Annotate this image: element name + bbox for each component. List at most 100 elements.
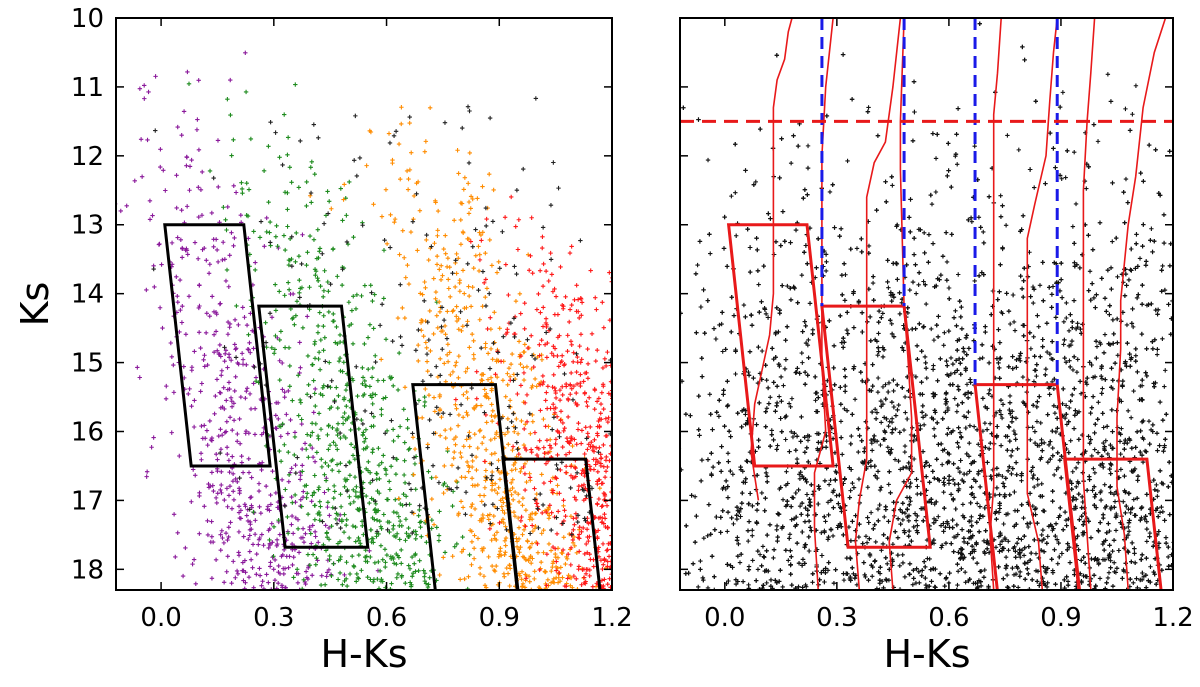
data-point — [537, 382, 543, 388]
data-point — [277, 155, 282, 160]
data-point — [215, 457, 220, 462]
data-point — [410, 571, 416, 576]
data-point — [435, 208, 441, 214]
data-point — [336, 393, 341, 399]
data-point — [515, 447, 520, 452]
data-point — [557, 397, 563, 403]
data-point — [313, 562, 319, 567]
data-point — [575, 519, 580, 525]
data-point — [394, 561, 399, 567]
data-point — [335, 421, 341, 426]
data-point — [292, 430, 298, 435]
data-point — [424, 351, 430, 357]
data-point — [236, 553, 242, 558]
data-point — [214, 500, 220, 506]
data-point — [486, 517, 491, 522]
data-point — [197, 531, 202, 536]
data-point — [397, 424, 403, 429]
data-point — [571, 350, 576, 355]
data-point — [334, 521, 340, 526]
data-point — [476, 287, 481, 293]
data-point — [282, 503, 288, 509]
data-point — [437, 433, 443, 438]
data-point — [583, 581, 588, 586]
data-point — [446, 486, 452, 492]
data-point — [412, 446, 418, 452]
data-point — [563, 464, 569, 469]
data-point — [527, 545, 532, 551]
data-point — [562, 508, 567, 513]
data-point — [592, 437, 597, 443]
data-point — [561, 428, 566, 434]
data-point — [353, 524, 358, 530]
data-point — [652, 521, 656, 525]
data-point — [518, 518, 524, 524]
data-point — [192, 398, 197, 403]
data-point — [482, 485, 488, 490]
data-point — [564, 584, 569, 589]
data-point — [616, 566, 620, 570]
data-point — [559, 550, 564, 555]
data-point — [370, 365, 375, 371]
data-point — [224, 227, 229, 233]
data-point — [499, 553, 504, 558]
data-point — [468, 239, 474, 244]
data-point — [503, 524, 508, 529]
data-point — [316, 135, 321, 141]
data-point — [639, 540, 643, 544]
data-point — [407, 566, 413, 571]
data-point — [622, 545, 626, 549]
data-point — [191, 557, 197, 562]
data-point — [331, 561, 336, 566]
data-point — [603, 416, 609, 421]
data-point — [388, 464, 394, 469]
data-point — [574, 550, 580, 556]
data-point — [572, 522, 577, 527]
data-point — [536, 525, 541, 531]
data-point — [374, 534, 379, 539]
data-point — [547, 443, 553, 448]
data-point — [614, 409, 618, 413]
data-point — [391, 455, 396, 460]
data-point — [267, 311, 273, 316]
data-point — [616, 441, 620, 445]
data-point — [497, 477, 503, 482]
data-point — [286, 262, 292, 268]
data-point — [618, 575, 622, 579]
data-point — [396, 514, 401, 519]
data-point — [317, 246, 323, 251]
data-point — [225, 365, 230, 370]
data-point — [582, 516, 587, 521]
data-point — [556, 364, 561, 369]
data-point — [1179, 401, 1183, 405]
data-point — [563, 294, 568, 300]
data-point — [572, 297, 577, 303]
data-point — [327, 553, 332, 559]
data-point — [214, 311, 219, 317]
data-point — [630, 560, 634, 564]
data-point — [315, 227, 321, 232]
data-point — [492, 451, 498, 456]
data-point — [579, 313, 584, 318]
data-point — [515, 391, 520, 397]
data-point — [168, 340, 174, 346]
data-point — [159, 262, 164, 267]
data-point — [586, 395, 592, 400]
data-point — [363, 493, 369, 499]
data-point — [460, 505, 466, 510]
data-point — [244, 513, 249, 518]
data-point — [286, 479, 292, 484]
data-point — [522, 301, 527, 306]
data-point — [479, 372, 485, 377]
data-point — [654, 407, 658, 411]
data-point — [298, 365, 303, 370]
data-point — [369, 411, 374, 416]
data-point — [465, 366, 470, 371]
data-point — [496, 468, 501, 474]
data-point — [556, 575, 561, 580]
data-point — [431, 276, 436, 281]
data-point — [432, 241, 437, 246]
data-point — [549, 351, 554, 356]
data-point — [501, 520, 506, 526]
data-point — [209, 534, 215, 539]
